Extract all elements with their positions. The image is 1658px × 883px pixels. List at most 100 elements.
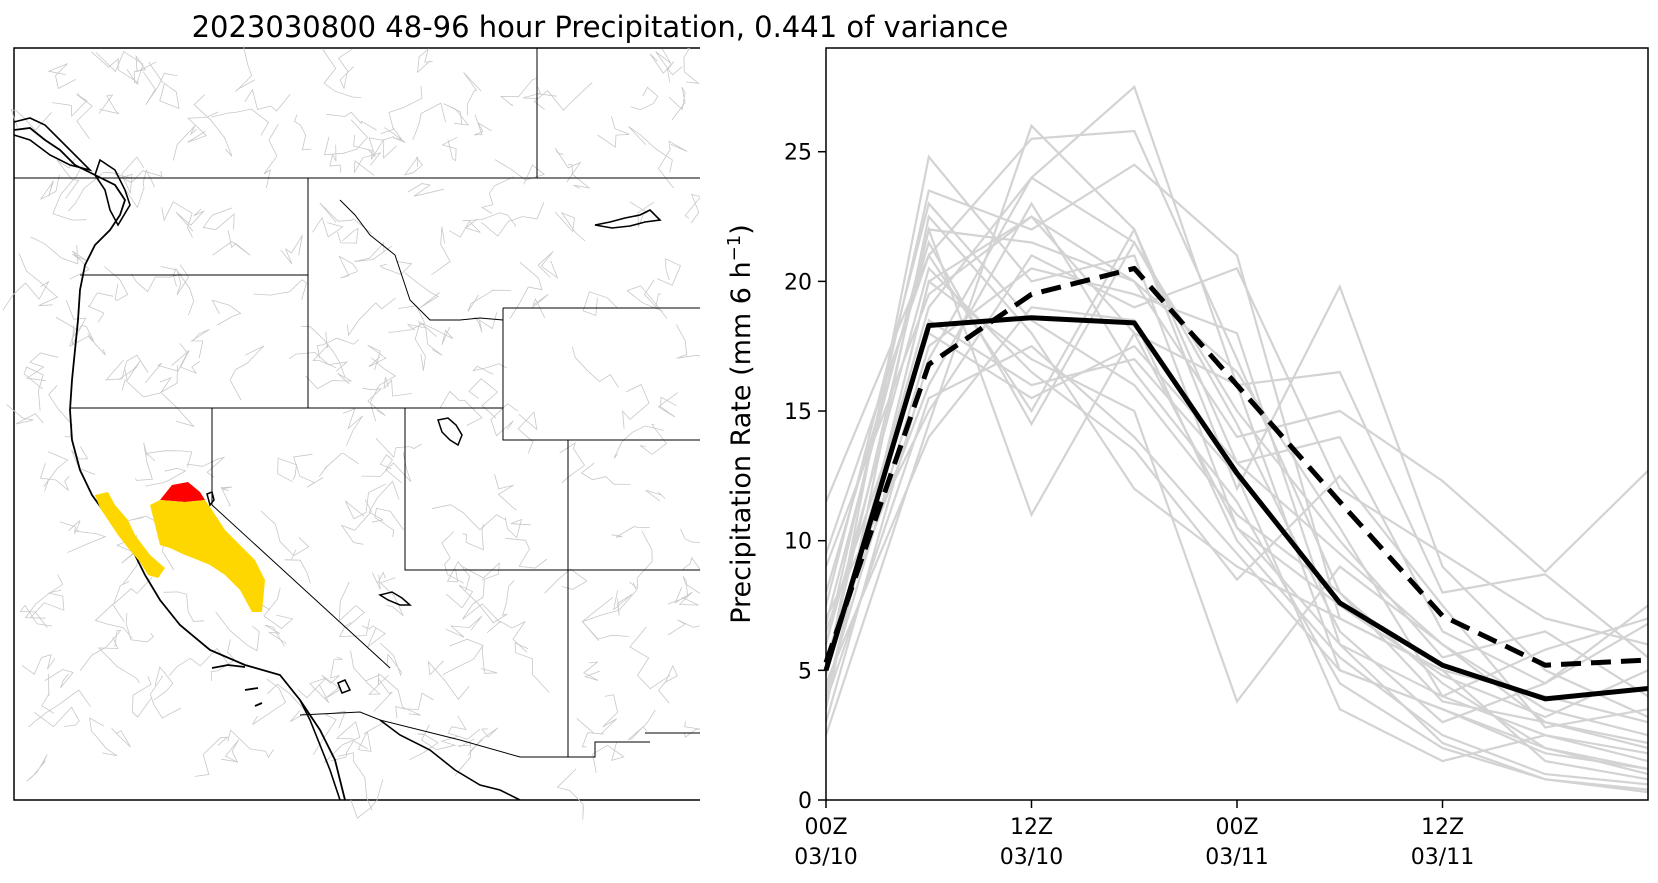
watershed-line [379, 261, 413, 275]
x-axis: 00Z 03/10 12Z 03/10 00Z 03/11 12Z 03/11 [794, 800, 1474, 870]
highlight-region-yellow [150, 500, 265, 612]
highlight-region-yellow-south [218, 548, 252, 590]
watershed-line [446, 560, 471, 591]
puget-sound [94, 158, 131, 227]
ensemble-member-line-6 [824, 215, 1649, 574]
watershed-line [668, 86, 686, 120]
watershed-line [597, 116, 630, 148]
watershed-line [244, 88, 291, 112]
y-tick-label: 20 [784, 270, 812, 295]
watershed-line [537, 251, 559, 279]
watershed-line [113, 576, 153, 605]
watershed-line [509, 261, 543, 320]
watershed-line [26, 754, 48, 782]
watershed-line [379, 642, 402, 677]
watershed-line [655, 48, 683, 76]
watershed-line [220, 486, 233, 507]
watershed-line [613, 425, 664, 459]
ensemble-member-line-14 [824, 306, 1649, 786]
highlight-region-red [160, 482, 205, 502]
watershed-line [627, 709, 656, 741]
watershed-line [656, 258, 682, 286]
watershed-line [490, 403, 519, 437]
watershed-line [117, 156, 145, 194]
watershed-line [628, 125, 673, 173]
watershed-line [194, 736, 229, 777]
watershed-line [365, 674, 422, 716]
watershed-line [375, 438, 422, 459]
watershed-line [531, 293, 549, 319]
y-tick-label: 10 [784, 530, 812, 555]
y-tick-label: 5 [798, 659, 812, 684]
watershed-line [388, 305, 426, 333]
watershed-line [284, 549, 311, 584]
watershed-line [581, 582, 637, 642]
figure-title: 2023030800 48-96 hour Precipitation, 0.4… [191, 10, 1009, 44]
watershed-line [657, 664, 678, 704]
watershed-line [467, 289, 512, 312]
x-tick-label-time: 12Z [1010, 815, 1053, 840]
watershed-line [645, 489, 666, 502]
watershed-line [462, 579, 501, 624]
watershed-line [312, 216, 344, 238]
watershed-line [28, 689, 91, 728]
watershed-line [350, 650, 389, 695]
watershed-line [454, 739, 483, 776]
ensemble-member-line-5 [824, 123, 1649, 736]
highlight-line-dashed [823, 265, 1649, 668]
watershed-line [361, 452, 412, 483]
watershed-line [323, 119, 369, 156]
watershed-line [94, 603, 133, 639]
channel-islands [211, 664, 263, 707]
ensemble-member-line-2 [824, 84, 1649, 770]
watershed-line [344, 483, 387, 520]
watershed-line [571, 346, 619, 388]
watershed-line [288, 352, 349, 372]
watershed-line [142, 71, 178, 106]
watershed-line [293, 453, 324, 488]
watershed-line [330, 740, 368, 762]
watershed-line [87, 292, 114, 323]
watershed-line [404, 272, 440, 309]
ensemble-member-line-1 [824, 154, 1649, 763]
watershed-line [379, 454, 403, 484]
watershed-line [105, 354, 149, 381]
x-tick-label-time: 00Z [1215, 815, 1258, 840]
watershed-line [33, 706, 80, 728]
watershed-line [421, 724, 459, 751]
lake-tahoe [206, 490, 215, 507]
watershed-line [368, 480, 400, 523]
watershed-line [163, 591, 205, 622]
baja-coast [299, 699, 341, 801]
great-salt-lake [437, 417, 463, 447]
ensemble-member-line-23 [824, 215, 1649, 719]
watershed-line [667, 619, 700, 636]
watershed-line [504, 517, 531, 539]
watershed-line [629, 626, 671, 690]
watershed-line [447, 715, 481, 740]
highlight-region-yellow-coast [95, 492, 165, 578]
ensemble-member-line-11 [824, 214, 1649, 781]
x-tick-label-time: 12Z [1421, 815, 1464, 840]
watershed-line [329, 144, 342, 173]
watershed-line [583, 661, 601, 681]
watershed-line [134, 442, 153, 481]
fort-peck-lake [594, 209, 662, 229]
watershed-line [10, 108, 52, 131]
watershed-line [361, 625, 386, 648]
ensemble-member-line-20 [824, 344, 1649, 770]
watershed-line [414, 321, 437, 371]
watershed-line [161, 201, 193, 238]
watershed-line [149, 675, 182, 719]
y-tick-label: 25 [784, 141, 812, 166]
watershed-line [175, 208, 205, 232]
watershed-line [6, 404, 44, 425]
x-tick-label-time: 00Z [804, 815, 847, 840]
watershed-line [47, 63, 77, 90]
watershed-line [21, 654, 56, 675]
watershed-line [330, 656, 343, 684]
watershed-line [321, 48, 362, 98]
watershed-line [187, 111, 219, 143]
watershed-line [172, 267, 195, 316]
